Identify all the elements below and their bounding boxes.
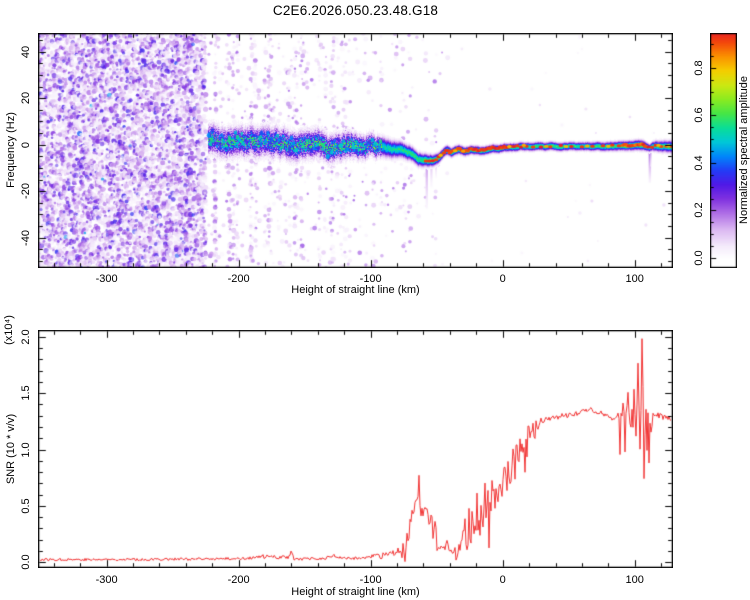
spectrogram-y-tick-label: -20 — [20, 183, 32, 200]
spectrogram-y-tick-label: -40 — [20, 229, 32, 246]
colorbar-tick-label: 0.4 — [693, 155, 705, 171]
colorbar-tick-label: 0.8 — [693, 60, 705, 76]
spectrogram-y-tick-label: 0 — [20, 141, 32, 148]
snr-ylabel: SNR (10 * v/v) — [5, 413, 17, 485]
snr-y-tick-label: 0.0 — [20, 554, 32, 570]
spectrogram-x-tick-label: 0 — [499, 273, 506, 285]
colorbar-canvas — [710, 33, 737, 268]
spectrogram-ylabel: Frequency (Hz) — [5, 112, 17, 188]
spectrogram-y-tick-label: 40 — [20, 45, 32, 58]
snr-x-tick-label: -100 — [359, 574, 382, 586]
snr-canvas — [38, 330, 673, 568]
snr-ylabel-scale: (x10⁴) — [3, 315, 15, 345]
snr-x-tick-label: 0 — [499, 574, 506, 586]
snr-y-tick-label: 1.0 — [20, 441, 32, 458]
spectrogram-x-tick-label: -200 — [227, 273, 250, 285]
snr-y-tick-label: 0.5 — [20, 498, 32, 514]
spectrogram-canvas — [38, 33, 673, 268]
snr-x-tick-label: -300 — [95, 574, 118, 586]
snr-xlabel: Height of straight line (km) — [291, 586, 420, 598]
spectrogram-x-tick-label: -300 — [95, 273, 118, 285]
colorbar-tick-label: 0.6 — [693, 107, 705, 124]
colorbar-label: Normalized spectral amplitude — [738, 76, 750, 224]
spectrogram-xlabel: Height of straight line (km) — [291, 284, 420, 296]
spectrogram-x-tick-label: 100 — [625, 273, 644, 285]
snr-y-tick-label: 2.0 — [20, 329, 32, 345]
colorbar-tick-label: 0.2 — [693, 202, 705, 219]
colorbar-tick-label: 0.0 — [693, 250, 705, 266]
snr-x-tick-label: -200 — [227, 574, 250, 586]
spectrogram-x-tick-label: -100 — [359, 273, 382, 285]
snr-y-tick-label: 1.5 — [20, 385, 32, 401]
snr-x-tick-label: 100 — [625, 574, 644, 586]
spectrogram-y-tick-label: 20 — [20, 92, 32, 105]
figure-title: C2E6.2026.050.23.48.G18 — [272, 3, 439, 18]
